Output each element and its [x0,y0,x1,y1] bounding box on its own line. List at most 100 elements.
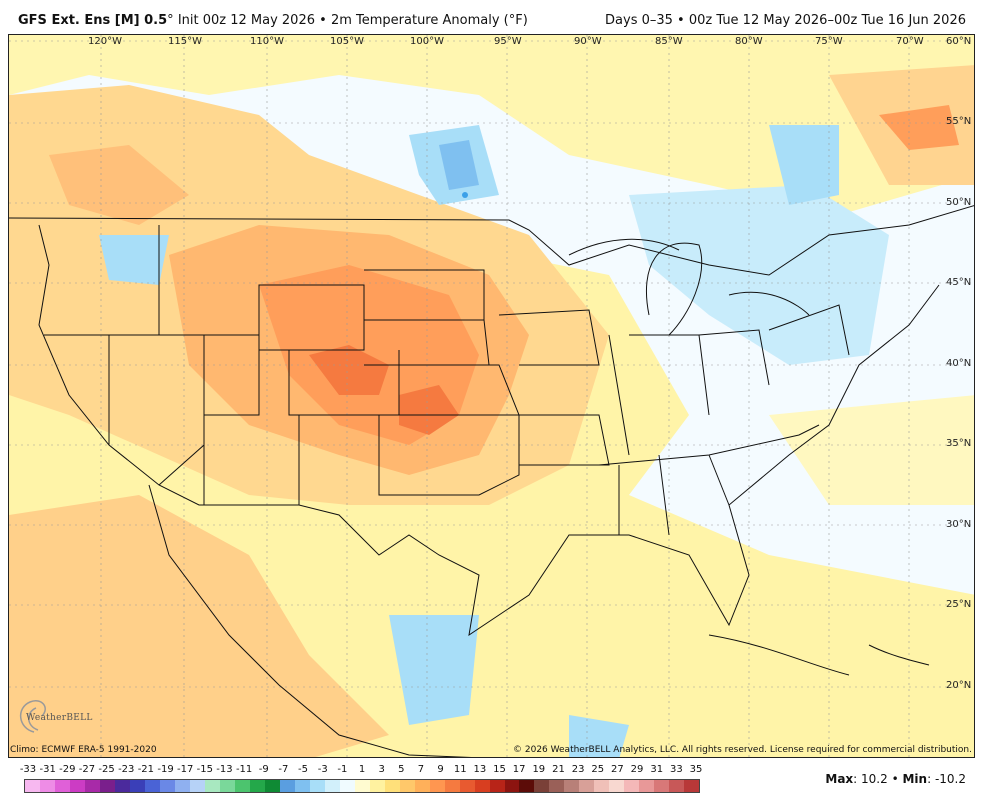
color-scale-segment [504,780,520,792]
max-min-stats: Max: 10.2 • Min: -10.2 [825,772,966,786]
color-scale-segment [264,780,280,792]
color-scale-segment [354,780,370,792]
legend-tick-label: 7 [417,764,425,775]
color-scale-segment [189,780,205,792]
color-scale-segment [654,780,670,792]
legend-tick-label: 29 [630,764,644,775]
lat-label-60n: 60°N [946,36,972,47]
copyright-notice: © 2026 WeatherBELL Analytics, LLC. All r… [513,745,972,755]
climo-source: Climo: ECMWF ERA-5 1991-2020 [10,745,157,755]
lat-label-45n: 45°N [946,277,972,288]
legend-tick-label: -21 [137,764,155,775]
legend-tick-label: 19 [532,764,546,775]
color-scale-segment [129,780,145,792]
color-scale-segment [489,780,505,792]
legend-tick-label: -25 [98,764,115,775]
color-scale-segment [429,780,445,792]
color-scale-segment [399,780,415,792]
lon-label-95w: 95°W [494,36,522,47]
anomaly-map[interactable] [8,34,975,758]
lat-label-25n: 25°N [946,599,972,610]
color-scale-segment [174,780,190,792]
legend-tick-label: -9 [258,764,269,775]
legend-tick-label: -13 [216,764,233,775]
legend-tick-label: 15 [493,764,506,775]
legend-tick-label: -5 [298,764,309,775]
anomaly-peak-kansas [399,385,459,435]
anomaly-region-north [9,35,974,215]
color-scale-segment [519,780,535,792]
color-scale-segment [204,780,220,792]
cool-region-mexico-south [389,615,479,725]
color-scale-segment [144,780,160,792]
lon-label-120w: 120°W [88,36,122,47]
color-scale-segment [279,780,295,792]
anomaly-region-northwest [49,145,189,225]
lon-label-75w: 75°W [815,36,843,47]
legend-tick-label: -27 [78,764,96,775]
lon-label-70w: 70°W [896,36,924,47]
color-scale-segment [339,780,355,792]
legend-tick-label: 31 [650,764,664,775]
legend-tick-label: 35 [689,764,703,775]
cool-region-quebec [769,125,839,205]
map-canvas [9,35,974,757]
color-scale-segment [324,780,340,792]
legend-tick-label: -1 [337,764,348,775]
anomaly-region-east [769,395,974,505]
color-scale-segment [564,780,580,792]
lat-label-20n: 20°N [946,680,972,691]
color-scale-segment [69,780,85,792]
max-label: Max [825,772,854,786]
legend-tick-label: 27 [611,764,624,775]
color-scale-bar [24,779,700,793]
logo-wordmark: WeatherBELL [26,713,93,723]
lon-label-115w: 115°W [168,36,202,47]
legend-tick-label: -31 [39,764,56,775]
color-scale-segment [99,780,115,792]
legend-tick-label: -23 [118,764,135,775]
color-scale-segment [579,780,595,792]
color-scale-segment [474,780,490,792]
legend-tick-label: 23 [571,764,585,775]
color-scale-segment [624,780,640,792]
lat-label-40n: 40°N [946,358,972,369]
legend-tick-label: -29 [59,764,76,775]
map-title: GFS Ext. Ens [M] 0.5° Init 00z 12 May 20… [18,13,528,28]
legend-tick-label: 13 [473,764,487,775]
color-scale-segment [594,780,610,792]
color-scale-segment [234,780,250,792]
color-scale-segment [159,780,175,792]
weatherbell-logo-icon [20,700,46,733]
min-value: -10.2 [934,772,966,786]
color-scale-segment [669,780,685,792]
min-label: Min [902,772,928,786]
valid-range: Days 0–35 • 00z Tue 12 May 2026–00z Tue … [605,13,966,28]
variable-name: 2m Temperature Anomaly (°F) [330,13,528,28]
lat-label-30n: 30°N [946,519,972,530]
color-scale-segment [639,780,655,792]
color-scale-segment [684,780,700,792]
model-name: GFS Ext. Ens [M] 0.5 [18,13,168,28]
color-scale-segment [25,780,40,792]
lon-label-85w: 85°W [655,36,683,47]
anomaly-peak-labrador [879,105,959,150]
legend-tick-label: -17 [177,764,194,775]
init-time: Init 00z 12 May 2026 [177,13,315,28]
cool-core-manitoba [439,140,479,190]
color-scale-segment [414,780,430,792]
color-scale-segment [534,780,550,792]
degree-symbol: ° [167,13,174,28]
cool-region-great-lakes [629,185,889,365]
max-value: 10.2 [861,772,888,786]
cool-region-central-america [569,715,629,757]
legend-tick-label: 25 [591,764,605,775]
lat-label-55n: 55°N [946,116,972,127]
graticule [9,35,974,757]
lon-label-110w: 110°W [250,36,284,47]
color-scale-segment [369,780,385,792]
legend-tick-label: 9 [437,764,444,775]
legend-tick-label: 17 [512,764,526,775]
title-bullet: • [319,13,327,28]
anomaly-region-mexico [9,495,389,757]
